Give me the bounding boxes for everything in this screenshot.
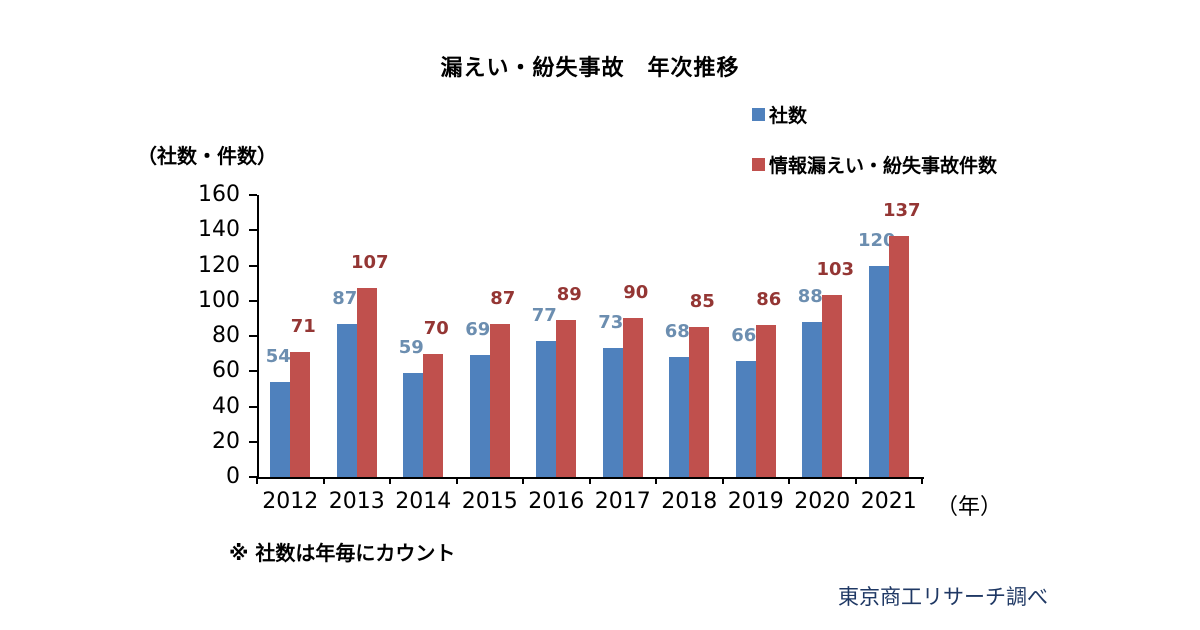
x-tick-label-year: 2012 xyxy=(262,489,319,514)
x-tick-label-year: 2013 xyxy=(328,489,385,514)
x-tick-label-year: 2019 xyxy=(727,489,784,514)
bar-value-companies: 120 xyxy=(857,229,896,251)
x-tick-label-year: 2014 xyxy=(395,489,452,514)
bar-value-companies: 68 xyxy=(664,321,690,343)
y-axis-unit-label: （社数・件数） xyxy=(137,144,277,168)
chart-title: 漏えい・紛失事故 年次推移 xyxy=(440,56,740,81)
bar-companies xyxy=(270,381,291,477)
x-tick xyxy=(522,477,524,484)
bar-incidents xyxy=(290,351,311,477)
y-tick-label: 140 xyxy=(198,217,240,243)
y-tick-label: 20 xyxy=(212,428,240,454)
y-tick xyxy=(249,194,257,196)
y-tick-label: 60 xyxy=(212,358,240,384)
bar-value-incidents: 85 xyxy=(689,291,715,313)
y-tick-label: 40 xyxy=(212,393,240,419)
legend-item-companies: 社数 xyxy=(752,101,997,127)
bar-value-incidents: 137 xyxy=(882,199,921,221)
bar-value-companies: 88 xyxy=(797,285,823,307)
x-tick xyxy=(588,477,591,484)
bar-incidents xyxy=(556,320,577,477)
x-tick-label-year: 2017 xyxy=(594,489,651,514)
y-tick-label: 80 xyxy=(212,323,240,348)
y-tick xyxy=(249,335,257,337)
legend-swatch-red-icon xyxy=(752,157,765,171)
x-tick-label-year: 2015 xyxy=(461,489,518,514)
bar-incidents xyxy=(822,295,843,477)
legend: 社数 情報漏えい・紛失事故件数 xyxy=(752,101,997,201)
x-tick xyxy=(322,477,325,484)
y-tick xyxy=(249,229,257,232)
y-tick-label: 160 xyxy=(198,182,240,207)
bar-value-companies: 66 xyxy=(731,324,757,346)
y-tick xyxy=(249,299,257,302)
bar-companies xyxy=(403,373,424,477)
plot-area xyxy=(257,195,924,479)
bar-incidents xyxy=(423,353,444,477)
x-tick-label-year: 2020 xyxy=(794,489,851,514)
y-tick-label: 120 xyxy=(198,252,240,278)
bar-value-companies: 59 xyxy=(398,337,424,358)
bar-value-incidents: 86 xyxy=(756,289,782,311)
bar-value-incidents: 70 xyxy=(423,317,449,339)
y-tick xyxy=(249,370,257,373)
bar-value-companies: 73 xyxy=(598,312,624,334)
bar-value-companies: 77 xyxy=(531,305,557,327)
bar-incidents xyxy=(755,325,776,477)
x-tick-label-year: 2021 xyxy=(860,489,917,514)
bar-companies xyxy=(868,265,889,477)
bar-incidents xyxy=(888,235,909,477)
y-tick xyxy=(249,440,257,443)
bar-value-incidents: 107 xyxy=(350,252,389,274)
legend-label-incidents: 情報漏えい・紛失事故件数 xyxy=(769,154,998,177)
bar-companies xyxy=(469,355,490,477)
footnote: ※ 社数は年毎にカウント xyxy=(229,541,456,565)
x-tick xyxy=(389,477,391,484)
bar-value-incidents: 90 xyxy=(623,282,649,304)
x-tick xyxy=(655,477,657,484)
bar-companies xyxy=(336,323,357,477)
legend-item-incidents: 情報漏えい・紛失事故件数 xyxy=(752,151,997,177)
y-tick xyxy=(249,476,257,478)
x-axis-unit-label: （年） xyxy=(936,495,1003,520)
bar-value-incidents: 89 xyxy=(556,284,582,306)
x-tick-label-year: 2016 xyxy=(528,489,585,514)
bar-value-companies: 69 xyxy=(465,319,491,341)
x-tick xyxy=(854,477,857,484)
bar-value-companies: 54 xyxy=(265,345,291,367)
source-credit: 東京商工リサーチ調べ xyxy=(838,585,1048,609)
bar-companies xyxy=(802,321,823,477)
x-tick xyxy=(455,477,458,484)
bar-companies xyxy=(669,357,690,477)
bar-incidents xyxy=(356,288,377,477)
legend-swatch-blue-icon xyxy=(752,107,765,121)
x-tick-label-year: 2018 xyxy=(661,489,718,514)
bar-incidents xyxy=(622,318,643,477)
y-tick-label: 0 xyxy=(226,464,240,489)
bar-value-incidents: 87 xyxy=(490,287,516,309)
y-tick xyxy=(249,264,257,267)
x-tick xyxy=(721,477,724,484)
bar-companies xyxy=(536,341,557,477)
legend-label-companies: 社数 xyxy=(769,104,808,127)
x-tick xyxy=(256,477,258,484)
x-tick xyxy=(788,477,790,484)
x-tick xyxy=(921,477,923,484)
bar-incidents xyxy=(689,327,710,477)
bar-value-incidents: 71 xyxy=(290,315,316,337)
y-tick xyxy=(249,405,257,408)
bar-companies xyxy=(735,360,756,477)
bar-value-companies: 87 xyxy=(332,287,358,309)
bar-incidents xyxy=(489,323,510,477)
bar-companies xyxy=(602,348,623,477)
y-tick-label: 100 xyxy=(198,287,240,313)
bar-value-incidents: 103 xyxy=(816,259,855,281)
